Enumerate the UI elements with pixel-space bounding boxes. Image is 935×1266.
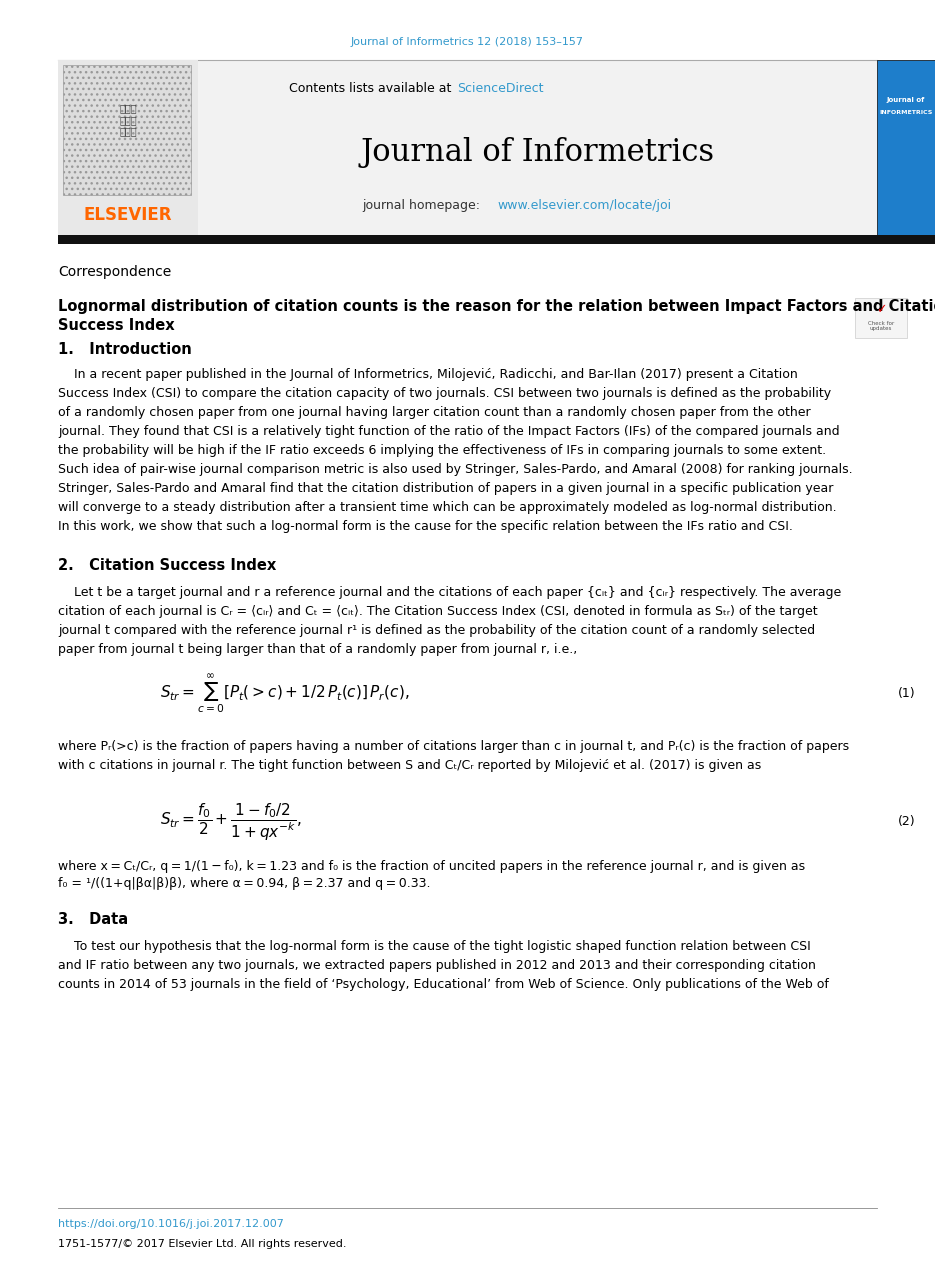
Text: https://doi.org/10.1016/j.joi.2017.12.007: https://doi.org/10.1016/j.joi.2017.12.00… xyxy=(58,1219,284,1229)
Text: where Pᵣ(>c) is the fraction of papers having a number of citations larger than : where Pᵣ(>c) is the fraction of papers h… xyxy=(58,741,849,772)
Bar xyxy=(877,60,935,235)
Bar xyxy=(855,298,907,338)
Text: f₀ = ¹/((1+q|βα|β)β), where α = 0.94, β = 2.37 and q = 0.33.: f₀ = ¹/((1+q|βα|β)β), where α = 0.94, β … xyxy=(58,877,430,890)
Text: To test our hypothesis that the log-normal form is the cause of the tight logist: To test our hypothesis that the log-norm… xyxy=(58,939,828,991)
Text: journal homepage:: journal homepage: xyxy=(362,199,484,211)
Bar xyxy=(63,65,191,195)
Text: 1.   Introduction: 1. Introduction xyxy=(58,343,192,357)
Text: Journal of Informetrics: Journal of Informetrics xyxy=(360,137,714,167)
Text: ⬛🌲⬛
🌲⬛🌲
⬛🌲⬛: ⬛🌲⬛ 🌲⬛🌲 ⬛🌲⬛ xyxy=(119,104,137,137)
Bar xyxy=(58,235,935,244)
Text: (2): (2) xyxy=(899,815,915,828)
Bar xyxy=(58,60,198,235)
Text: 1751-1577/© 2017 Elsevier Ltd. All rights reserved.: 1751-1577/© 2017 Elsevier Ltd. All right… xyxy=(58,1239,347,1250)
Text: INFORMETRICS: INFORMETRICS xyxy=(879,109,933,114)
Text: ✓: ✓ xyxy=(876,304,886,316)
Bar xyxy=(58,60,877,235)
Text: Lognormal distribution of citation counts is the reason for the relation between: Lognormal distribution of citation count… xyxy=(58,300,935,314)
Text: Correspondence: Correspondence xyxy=(58,265,171,279)
Text: Journal of Informetrics 12 (2018) 153–157: Journal of Informetrics 12 (2018) 153–15… xyxy=(351,37,584,47)
Text: Contents lists available at: Contents lists available at xyxy=(289,81,455,95)
Text: In a recent paper published in the ​Journal of Informetrics​, Milojević, Radicch: In a recent paper published in the ​Jour… xyxy=(58,368,853,533)
Text: $S_{tr} = \dfrac{f_0}{2} + \dfrac{1 - f_0/2}{1 + qx^{-k}},$: $S_{tr} = \dfrac{f_0}{2} + \dfrac{1 - f_… xyxy=(160,801,301,843)
Text: Let t be a target journal and r a reference journal and the citations of each pa: Let t be a target journal and r a refere… xyxy=(58,586,842,656)
Text: $S_{tr} = \sum_{c=0}^{\infty} [P_t(> c) + 1/2\,P_t(c)]\,P_r(c),$: $S_{tr} = \sum_{c=0}^{\infty} [P_t(> c) … xyxy=(160,672,410,715)
Text: ELSEVIER: ELSEVIER xyxy=(84,206,172,224)
Text: (1): (1) xyxy=(899,687,915,700)
Text: Check for
updates: Check for updates xyxy=(868,320,894,332)
Text: ScienceDirect: ScienceDirect xyxy=(457,81,543,95)
Text: Journal of: Journal of xyxy=(887,97,925,103)
Text: 2.   Citation Success Index: 2. Citation Success Index xyxy=(58,558,276,573)
Text: where x = Cₜ/Cᵣ, q = 1/(1 − f₀), k = 1.23 and f₀ is the fraction of uncited pape: where x = Cₜ/Cᵣ, q = 1/(1 − f₀), k = 1.2… xyxy=(58,860,805,874)
Text: 3.   Data: 3. Data xyxy=(58,913,128,928)
Text: Success Index: Success Index xyxy=(58,318,175,333)
Text: www.elsevier.com/locate/joi: www.elsevier.com/locate/joi xyxy=(497,199,671,211)
